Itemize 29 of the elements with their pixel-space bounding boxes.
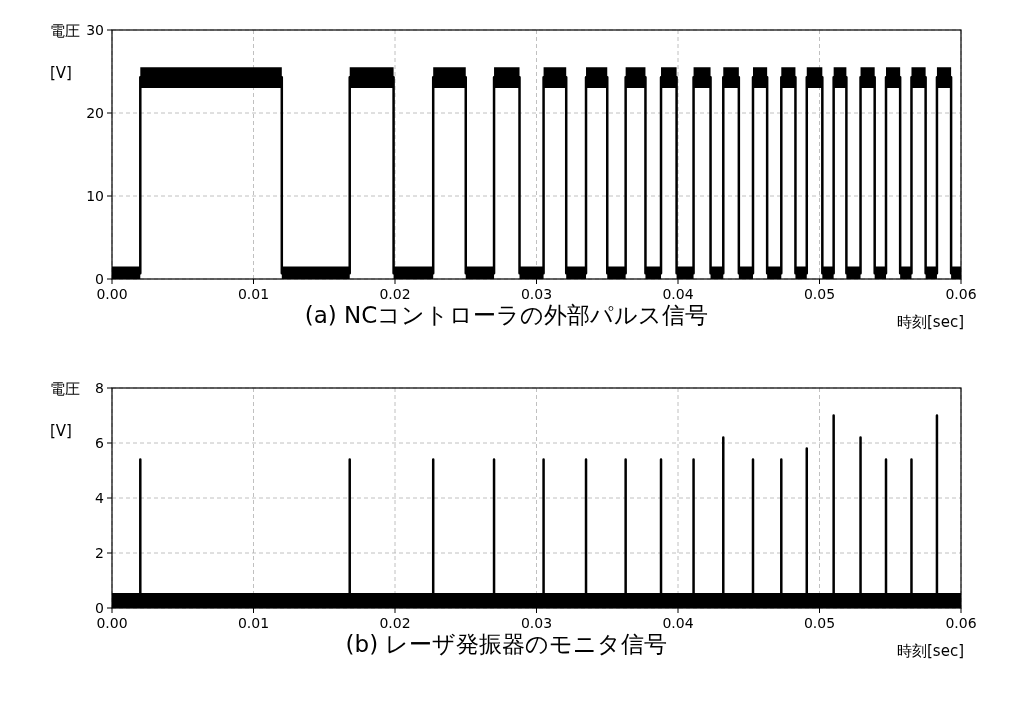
text: 電圧 [V] bbox=[50, 380, 80, 440]
x-tick-label: 0.03 bbox=[520, 615, 553, 631]
x-tick-label: 0.04 bbox=[662, 286, 694, 302]
x-tick-label: 0.01 bbox=[237, 286, 270, 302]
x-tick-label: 0.01 bbox=[237, 615, 270, 631]
x-tick-label: 0.04 bbox=[662, 615, 694, 631]
y-tick-label: 30 bbox=[86, 22, 104, 38]
x-tick-label: 0.06 bbox=[945, 615, 977, 631]
y-tick-label: 0 bbox=[95, 271, 104, 287]
x-axis-title: 時刻[sec] bbox=[897, 313, 964, 331]
x-tick-label: 0.02 bbox=[379, 615, 411, 631]
y-tick-label: 8 bbox=[95, 380, 104, 396]
x-tick-label: 0.00 bbox=[96, 615, 128, 631]
y-tick-label: 10 bbox=[86, 188, 104, 204]
x-tick-label: 0.03 bbox=[520, 286, 553, 302]
y-tick-label: 6 bbox=[95, 435, 105, 451]
x-tick-label: 0.02 bbox=[379, 286, 411, 302]
x-tick-label: 0.05 bbox=[803, 286, 836, 302]
text: 電圧 [V] bbox=[50, 22, 80, 82]
text: (b) レーザ発振器のモニタ信号 bbox=[345, 631, 668, 657]
y-tick-label: 4 bbox=[95, 490, 105, 506]
x-tick-label: 0.05 bbox=[803, 615, 836, 631]
y-tick-label: 0 bbox=[95, 600, 104, 616]
y-tick-label: 20 bbox=[86, 105, 104, 121]
text: (a) NCコントローラの外部パルス信号 bbox=[304, 302, 709, 328]
x-axis-title: 時刻[sec] bbox=[897, 642, 964, 660]
x-tick-label: 0.06 bbox=[945, 286, 977, 302]
x-tick-label: 0.00 bbox=[96, 286, 128, 302]
y-tick-label: 2 bbox=[95, 545, 104, 561]
